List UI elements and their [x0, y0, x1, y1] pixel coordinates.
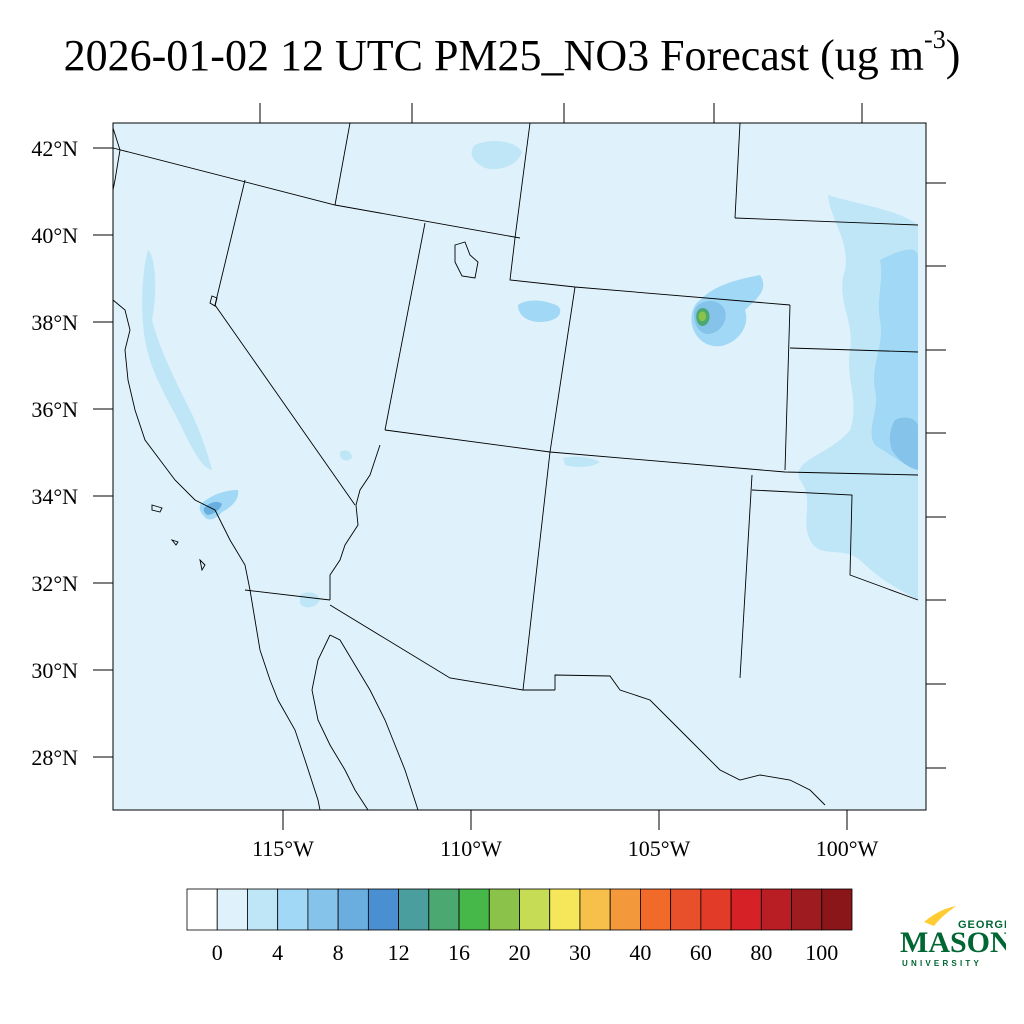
boundary-lines — [112, 122, 919, 811]
colorbar-tick-label: 0 — [212, 940, 223, 965]
plume-texas-spot — [563, 456, 600, 467]
colorbar-box — [549, 888, 581, 931]
colorbar-box — [488, 888, 520, 931]
colorbar-box — [700, 888, 732, 931]
border-tx-ok — [751, 489, 919, 601]
frame-ticks — [259, 103, 946, 769]
latitude-axis: 42°N 40°N 38°N 36°N 34°N 32°N 30°N 28°N — [31, 136, 113, 770]
colorbar-box — [458, 888, 490, 931]
coastline-baja-gulf — [311, 634, 419, 811]
colorbar-box — [247, 888, 279, 931]
gmu-logo: GEORGE MASON UNIVERSITY — [900, 906, 1006, 968]
lat-label: 40°N — [31, 223, 78, 248]
plume-sonora — [300, 592, 320, 608]
lat-label: 28°N — [31, 745, 78, 770]
title-superscript: -3 — [924, 25, 946, 54]
great-salt-lake — [454, 241, 479, 279]
border-co-nm — [522, 286, 576, 691]
map-title: 2026-01-02 12 UTC PM25_NO3 Forecast (ug … — [0, 25, 1024, 84]
colorbar-box — [791, 888, 823, 931]
colorbar-tick-label: 80 — [750, 940, 772, 965]
border-nv-ut — [384, 222, 426, 431]
lat-label: 36°N — [31, 397, 78, 422]
plume-central-valley — [142, 250, 212, 470]
colorbar-box — [367, 888, 399, 931]
logo-bottom: UNIVERSITY — [902, 959, 982, 968]
colorbar-tick-label: 16 — [448, 940, 470, 965]
colorbar-tick-label: 100 — [805, 940, 838, 965]
border-az-mexico — [329, 604, 555, 691]
border-ks-ok — [789, 347, 919, 353]
border-nm-tx — [739, 474, 753, 679]
map-frame — [112, 122, 927, 811]
border-co-ks — [784, 304, 791, 471]
colorbar-box — [519, 888, 551, 931]
coastline-pacific — [112, 127, 321, 811]
lon-label: 105°W — [628, 836, 691, 861]
plume-front-range-peak — [698, 311, 707, 322]
lon-label: 110°W — [440, 836, 502, 861]
colorbar-box — [579, 888, 611, 931]
border-id-ut-wy — [334, 122, 351, 206]
lat-label: 42°N — [31, 136, 78, 161]
lat-label: 30°N — [31, 658, 78, 683]
colorbar-box — [821, 888, 853, 931]
colorbar-tick-label: 4 — [272, 940, 283, 965]
lat-label: 34°N — [31, 484, 78, 509]
colorbar — [186, 888, 853, 931]
border-ne-sd — [734, 217, 919, 226]
border-mexico-tx — [554, 674, 826, 806]
plume-plains-inner — [871, 249, 918, 470]
plume-plains-core — [889, 417, 918, 470]
border-wy-north — [734, 122, 741, 219]
plume-nevada-south — [340, 450, 352, 461]
colorbar-box — [216, 888, 248, 931]
colorbar-box — [609, 888, 641, 931]
colorbar-labels: 0 4 8 12 16 20 30 40 60 80 100 — [212, 940, 839, 965]
colorado-river — [329, 444, 381, 600]
title-close: ) — [945, 31, 961, 80]
colorbar-tick-label: 40 — [629, 940, 651, 965]
colorbar-tick-label: 60 — [690, 940, 712, 965]
title-main: 2026-01-02 12 UTC PM25_NO3 Forecast (ug … — [63, 31, 925, 80]
border-ut-co — [509, 237, 791, 306]
lon-label: 100°W — [816, 836, 879, 861]
colorbar-box — [186, 888, 218, 931]
border-wy-west — [514, 122, 531, 239]
colorbar-box — [428, 888, 460, 931]
island-2 — [170, 539, 179, 546]
longitude-axis: 115°W 110°W 105°W 100°W — [252, 810, 879, 861]
lon-label: 115°W — [252, 836, 314, 861]
colorbar-box — [307, 888, 339, 931]
colorbar-tick-label: 8 — [333, 940, 344, 965]
colorbar-tick-label: 30 — [569, 940, 591, 965]
colorbar-box — [277, 888, 309, 931]
logo-main: MASON — [900, 926, 1006, 959]
colorbar-tick-label: 20 — [509, 940, 531, 965]
lat-label: 32°N — [31, 571, 78, 596]
colorbar-box — [337, 888, 369, 931]
colorbar-tick-label: 12 — [388, 940, 410, 965]
lat-label: 38°N — [31, 310, 78, 335]
lake-tahoe — [209, 295, 218, 307]
border-ca-mexico — [244, 589, 331, 601]
island-3 — [199, 558, 206, 572]
border-ut-az — [384, 429, 919, 476]
colorbar-box — [760, 888, 792, 931]
colorbar-box — [640, 888, 672, 931]
logo-top: GEORGE — [958, 919, 1006, 931]
plume-wyoming — [471, 140, 522, 170]
colorbar-box — [398, 888, 430, 931]
plume-utah — [518, 300, 561, 322]
colorbar-box — [670, 888, 702, 931]
logo-swoosh — [924, 906, 956, 926]
colorbar-box — [730, 888, 762, 931]
island-1 — [151, 504, 163, 513]
